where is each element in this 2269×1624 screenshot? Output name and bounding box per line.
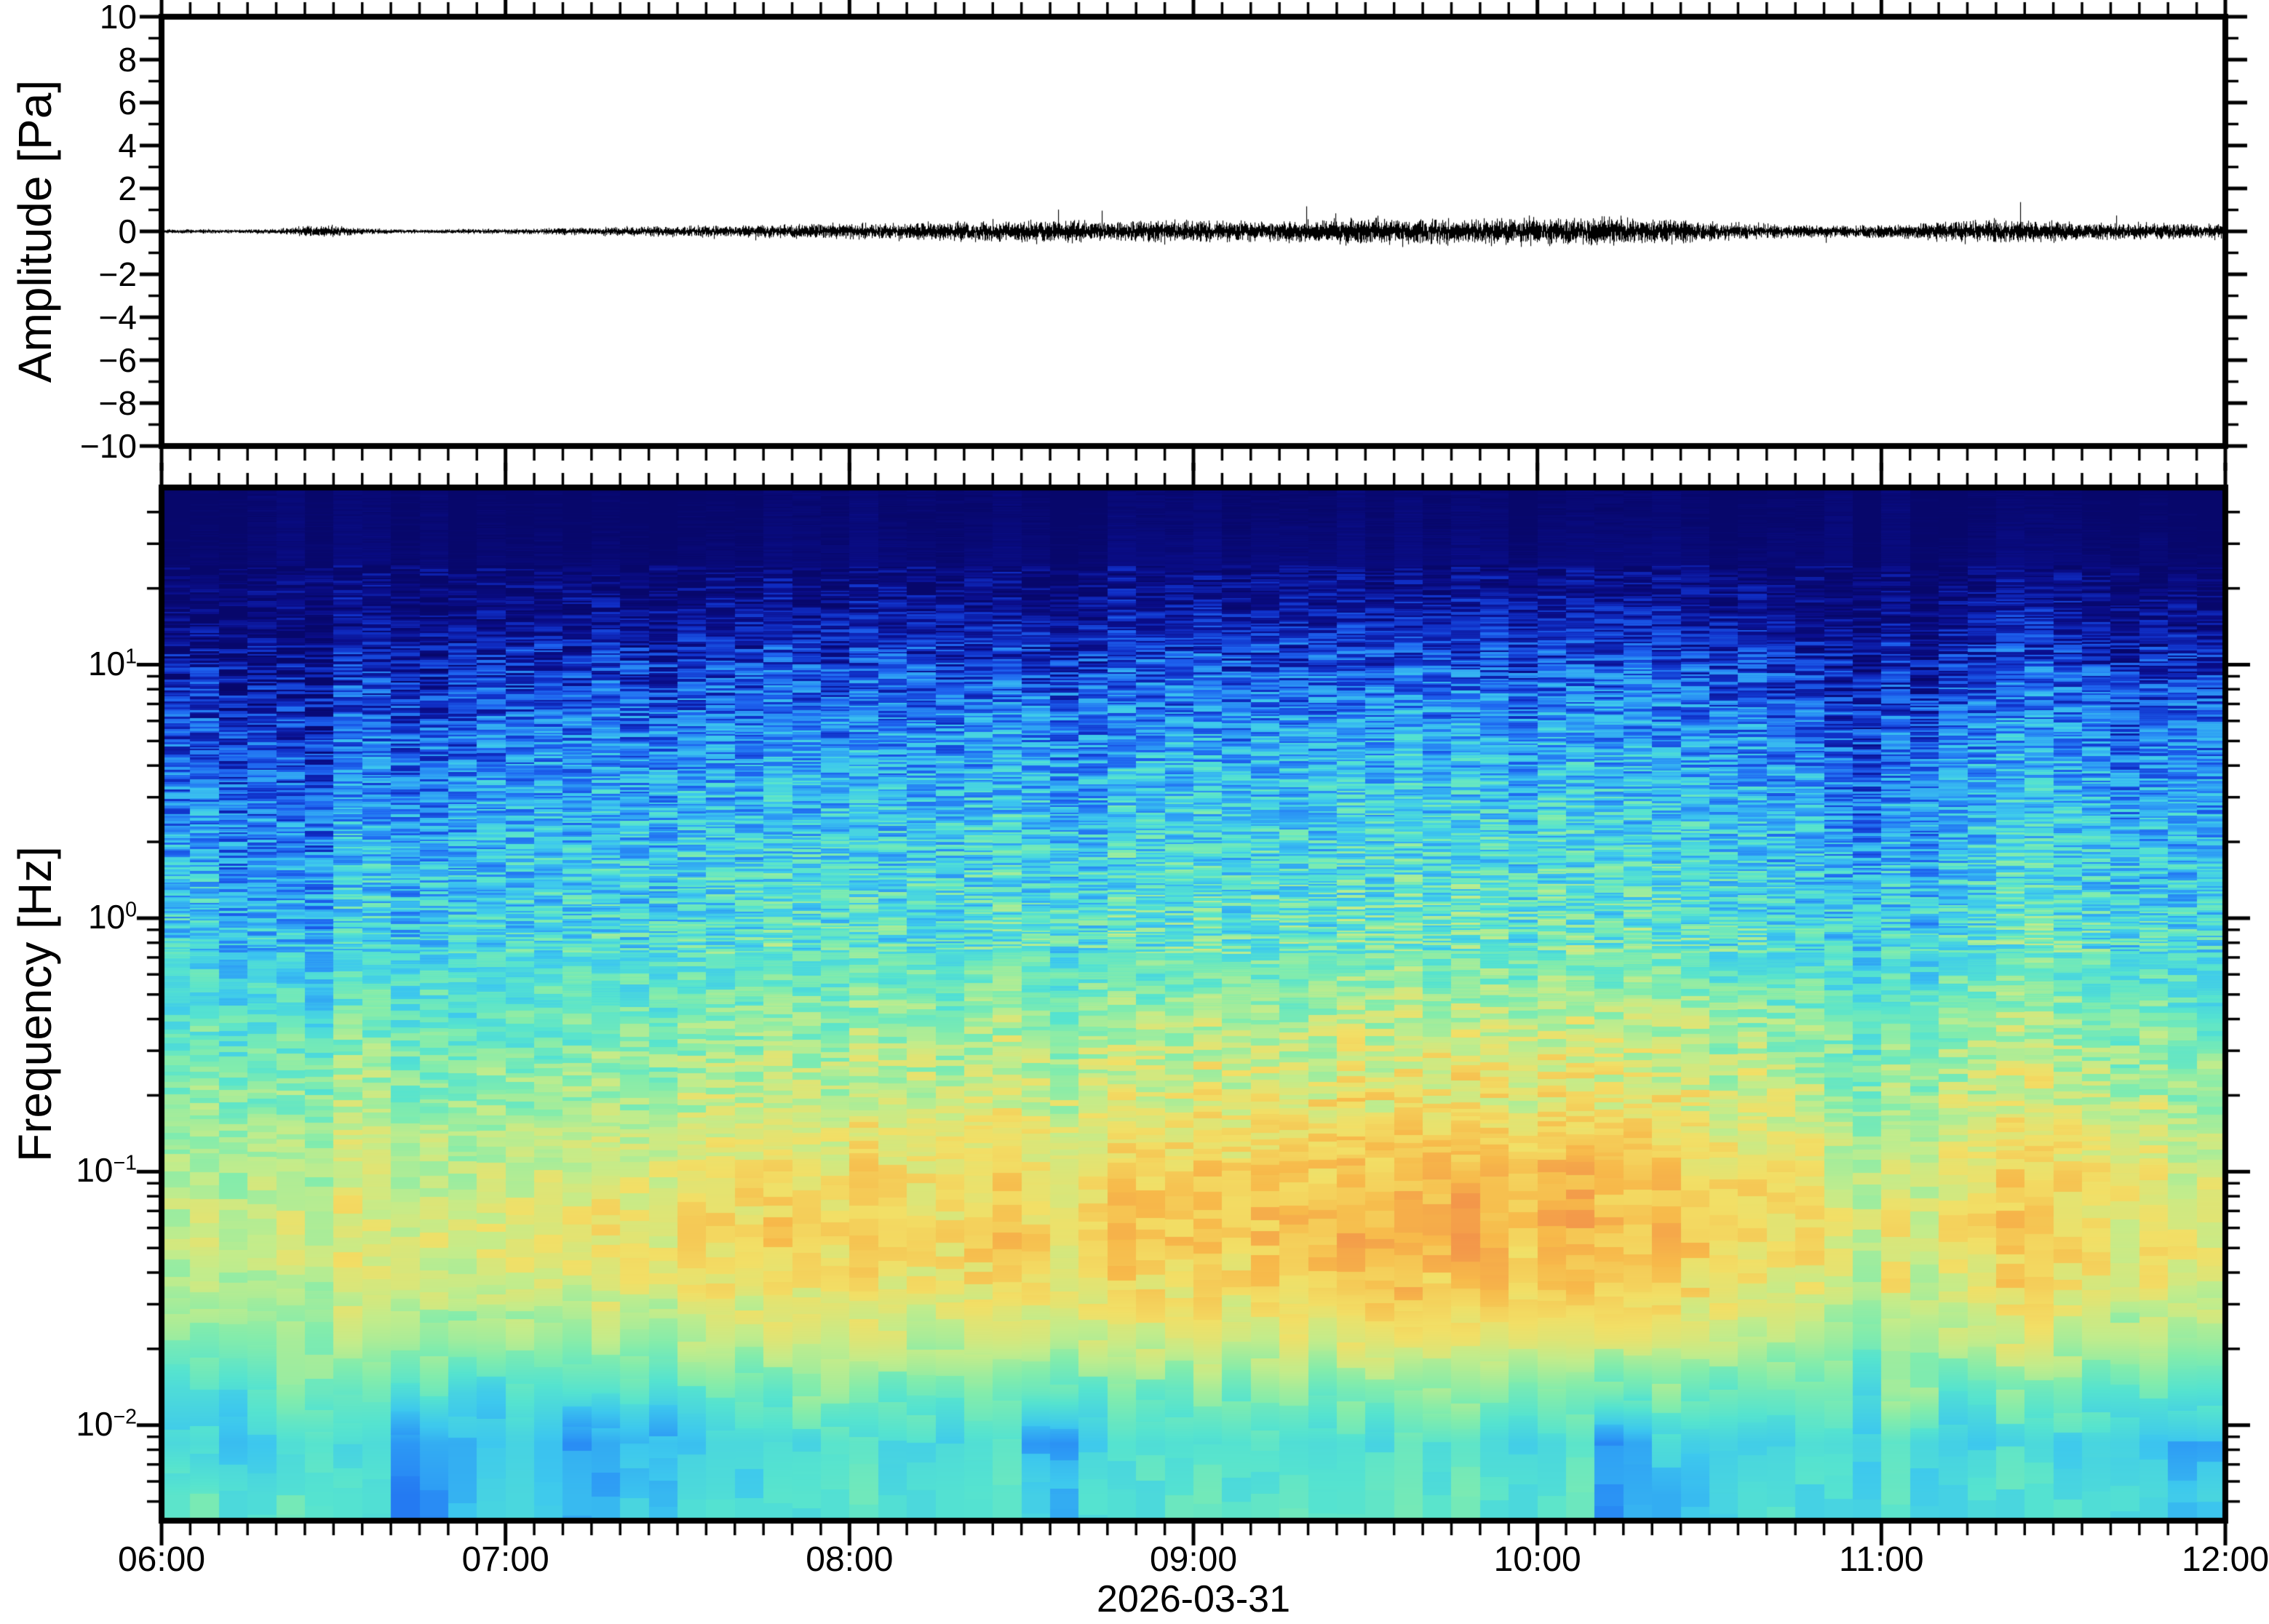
amplitude-tick-label: 6	[118, 84, 137, 122]
x-axis-date-label: 2026-03-31	[1097, 1578, 1290, 1620]
time-tick-label: 10:00	[1493, 1540, 1581, 1579]
amplitude-tick-label: 0	[118, 212, 137, 250]
time-tick-label: 06:00	[117, 1540, 206, 1579]
frequency-tick-label: 10−2	[76, 1404, 137, 1443]
amplitude-tick-label: −6	[98, 341, 137, 379]
amplitude-tick-label: 4	[118, 127, 137, 164]
frequency-tick-label: 101	[87, 644, 137, 682]
amplitude-tick-label: −8	[98, 384, 137, 422]
amplitude-tick-label: −10	[79, 427, 137, 465]
frequency-tick-label: 100	[87, 897, 137, 936]
amplitude-tick-label: 2	[118, 170, 137, 207]
frequency-axis-title: Frequency [Hz]	[9, 846, 61, 1162]
amplitude-tick-label: −4	[98, 298, 137, 336]
time-tick-label: 11:00	[1839, 1540, 1924, 1579]
amplitude-tick-label: 8	[118, 41, 137, 79]
time-tick-label: 12:00	[2181, 1540, 2269, 1579]
amplitude-tick-label: −2	[98, 255, 137, 293]
time-tick-label: 09:00	[1149, 1540, 1238, 1579]
amplitude-tick-label: 10	[99, 0, 137, 36]
time-tick-label: 07:00	[461, 1540, 549, 1579]
time-tick-label: 08:00	[806, 1540, 894, 1579]
frequency-tick-label: 10−1	[76, 1151, 137, 1190]
